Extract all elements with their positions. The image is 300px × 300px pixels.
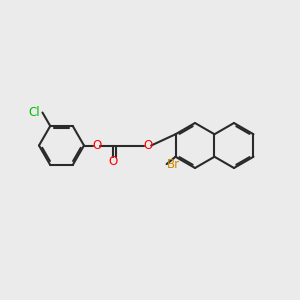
- Text: O: O: [143, 139, 152, 152]
- Text: O: O: [109, 154, 118, 168]
- Text: Br: Br: [167, 158, 180, 172]
- Text: Cl: Cl: [29, 106, 40, 119]
- Text: O: O: [92, 139, 101, 152]
